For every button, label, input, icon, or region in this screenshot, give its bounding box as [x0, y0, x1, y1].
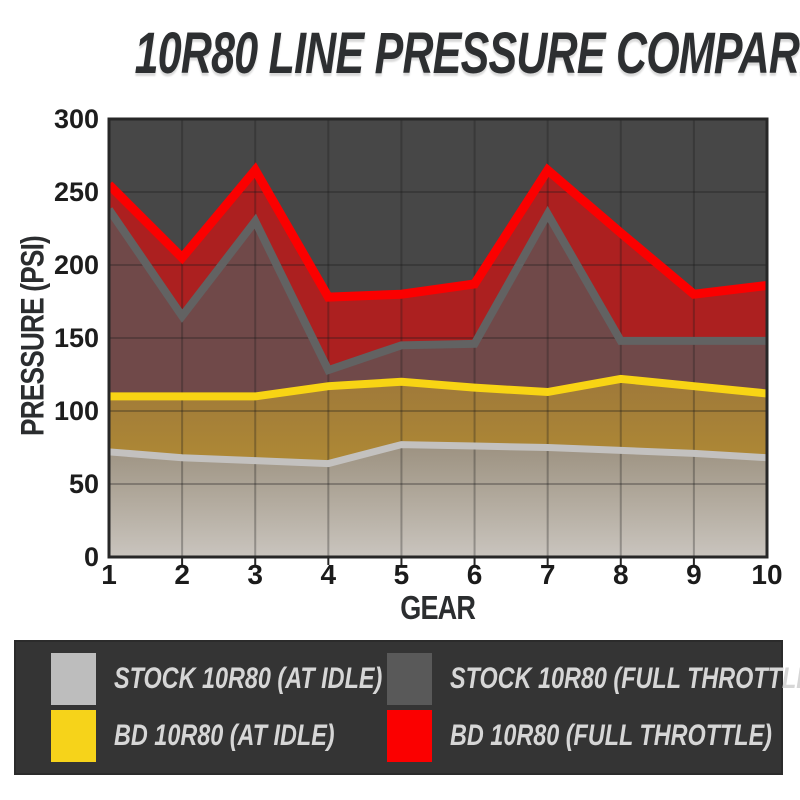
x-tick-label: 10	[751, 559, 782, 590]
x-tick-label: 2	[174, 559, 190, 590]
pressure-comparison-chart: 0 50 100 150 200 250 300 1 2 3 4 5 6 7 8 9 10	[54, 104, 783, 590]
line-bd-idle	[109, 374, 767, 401]
line-stock-full-throttle	[109, 205, 767, 376]
chart-title-text: 10R80 LINE PRESSURE COMPARISON	[134, 21, 800, 86]
x-axis-title-text: GEAR	[400, 589, 477, 626]
chart-legend: STOCK 10R80 (AT IDLE) STOCK 10R80 (FULL …	[14, 640, 800, 775]
y-tick-label: 300	[54, 104, 99, 134]
legend-item-bd-full-throttle: BD 10R80 (FULL THROTTLE)	[387, 708, 781, 766]
grid-lines	[109, 119, 767, 557]
y-axis-title: PRESSURE (PSI)	[14, 236, 51, 436]
legend-swatch-stock-idle	[51, 652, 96, 705]
legend-label-bd-full-throttle: BD 10R80 (FULL THROTTLE)	[450, 719, 772, 753]
legend-label-bd-idle: BD 10R80 (AT IDLE)	[114, 719, 335, 753]
legend-swatch-stock-full-throttle	[387, 652, 432, 705]
x-tick-marks	[181, 558, 695, 565]
legend-item-stock-idle: STOCK 10R80 (AT IDLE)	[51, 650, 387, 708]
x-tick-label: 7	[540, 559, 556, 590]
line-bd-full-throttle	[109, 162, 767, 302]
area-stock-idle	[109, 444, 767, 557]
line-stock-idle	[109, 441, 767, 468]
series-lines	[109, 162, 767, 468]
x-tick-label: 5	[394, 559, 410, 590]
legend-item-bd-idle: BD 10R80 (AT IDLE)	[51, 708, 387, 766]
x-axis-title: GEAR	[109, 589, 767, 627]
x-tick-label: 4	[321, 559, 337, 590]
legend-swatch-bd-idle	[51, 710, 96, 763]
y-tick-label: 150	[54, 323, 99, 353]
legend-label-stock-full-throttle: STOCK 10R80 (FULL THROTTLE)	[450, 661, 800, 695]
y-tick-label: 250	[54, 177, 99, 207]
x-tick-label: 8	[613, 559, 629, 590]
x-tick-label: 3	[247, 559, 263, 590]
legend-label-stock-idle: STOCK 10R80 (AT IDLE)	[114, 661, 383, 695]
legend-swatch-bd-full-throttle	[387, 710, 432, 763]
y-tick-label: 200	[54, 250, 99, 280]
plot-border	[107, 117, 769, 559]
chart-title: 10R80 LINE PRESSURE COMPARISON	[0, 20, 800, 87]
y-tick-label: 0	[84, 542, 99, 572]
x-tick-label: 9	[686, 559, 702, 590]
x-tick-label: 6	[467, 559, 483, 590]
y-tick-label: 100	[54, 396, 99, 426]
y-tick-label: 50	[69, 469, 99, 499]
x-tick-label: 1	[101, 559, 117, 590]
legend-item-stock-full-throttle: STOCK 10R80 (FULL THROTTLE)	[387, 650, 800, 708]
